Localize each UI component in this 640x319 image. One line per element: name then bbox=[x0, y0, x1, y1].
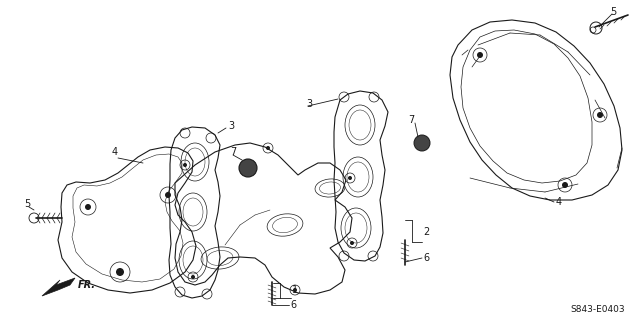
Text: 7: 7 bbox=[230, 147, 236, 157]
Polygon shape bbox=[42, 278, 75, 296]
Text: 5: 5 bbox=[610, 7, 616, 17]
Circle shape bbox=[85, 204, 91, 210]
Text: FR.: FR. bbox=[78, 280, 96, 290]
Circle shape bbox=[266, 146, 270, 150]
Circle shape bbox=[597, 112, 603, 118]
Text: 4: 4 bbox=[112, 147, 118, 157]
Circle shape bbox=[165, 192, 171, 198]
Circle shape bbox=[562, 182, 568, 188]
Circle shape bbox=[477, 52, 483, 58]
Circle shape bbox=[350, 241, 354, 245]
Text: 3: 3 bbox=[306, 99, 312, 109]
Circle shape bbox=[414, 135, 430, 151]
Text: 6: 6 bbox=[290, 300, 296, 310]
Circle shape bbox=[293, 288, 297, 292]
Circle shape bbox=[116, 268, 124, 276]
Text: 4: 4 bbox=[556, 197, 562, 207]
Text: 3: 3 bbox=[228, 121, 234, 131]
Text: S843-E0403: S843-E0403 bbox=[570, 306, 625, 315]
Text: 7: 7 bbox=[408, 115, 414, 125]
Circle shape bbox=[348, 176, 352, 180]
Text: 2: 2 bbox=[423, 227, 429, 237]
Text: 5: 5 bbox=[24, 199, 30, 209]
Text: 1: 1 bbox=[292, 285, 298, 295]
Text: 6: 6 bbox=[423, 253, 429, 263]
Circle shape bbox=[191, 275, 195, 279]
Circle shape bbox=[183, 163, 187, 167]
Circle shape bbox=[239, 159, 257, 177]
